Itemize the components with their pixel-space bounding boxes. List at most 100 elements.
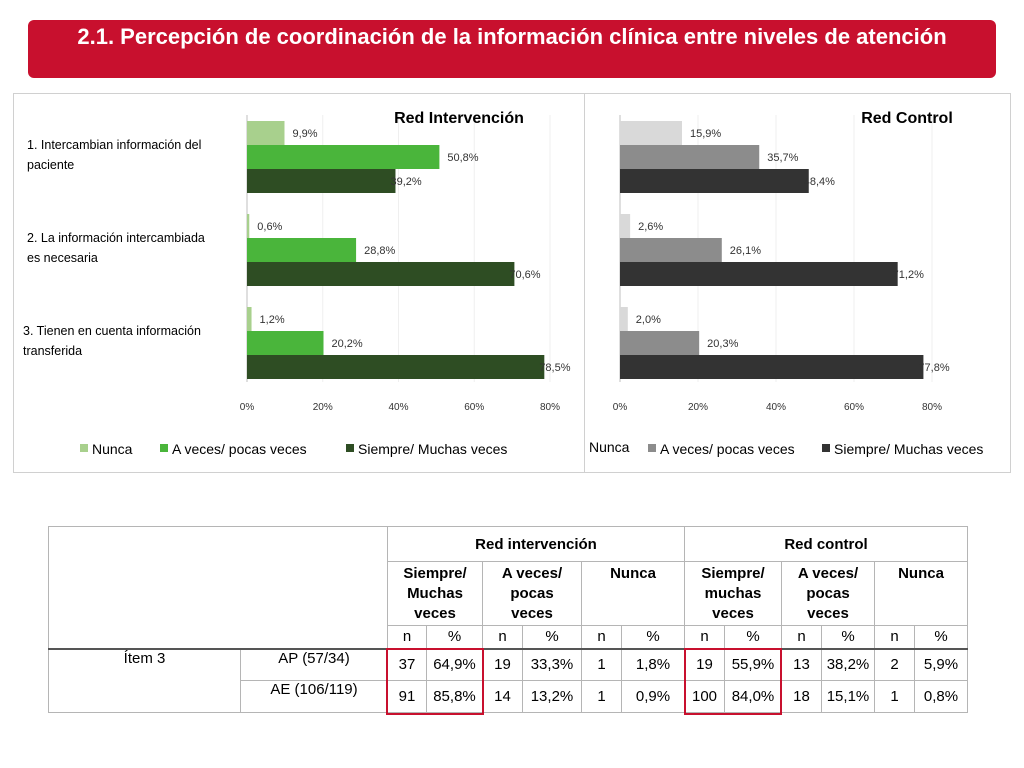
column-label: % — [426, 625, 483, 649]
results-table: Red intervención Red control Siempre/Muc… — [48, 526, 968, 713]
chart-title: Red Control — [861, 110, 953, 127]
row-label: AE (106/119) — [240, 680, 388, 713]
data-label: 0,6% — [257, 221, 282, 233]
column-subheader: A veces/pocas veces — [781, 561, 875, 626]
data-label: 9,9% — [292, 128, 317, 140]
x-tick-label: 40% — [388, 402, 408, 413]
column-label: n — [874, 625, 915, 649]
data-label: 1,2% — [260, 314, 285, 326]
data-label: 28,8% — [364, 245, 395, 257]
column-label: % — [621, 625, 685, 649]
column-label: % — [522, 625, 582, 649]
table-cell: 13 — [781, 647, 822, 681]
table-cell: 100 — [684, 680, 725, 713]
x-tick-label: 20% — [688, 402, 708, 413]
data-label: 77,8% — [918, 362, 949, 374]
table-cell: 15,1% — [821, 680, 875, 713]
highlight-box-intervencion — [386, 648, 484, 715]
bar — [620, 169, 809, 193]
table-cell: 5,9% — [914, 647, 968, 681]
bar — [247, 262, 515, 286]
bar — [247, 169, 396, 193]
table-cell: 0,8% — [914, 680, 968, 713]
x-tick-label: 0% — [613, 402, 628, 413]
legend-swatch — [160, 444, 168, 452]
table-cell: 85,8% — [426, 680, 483, 713]
table-cell: 55,9% — [724, 647, 782, 681]
bar — [247, 238, 357, 262]
data-label: 70,6% — [509, 269, 540, 281]
category-label: 2. La información intercambiada — [27, 231, 205, 245]
bar — [247, 355, 545, 379]
x-tick-label: 20% — [313, 402, 333, 413]
column-subheader: A veces/pocas veces — [482, 561, 582, 626]
data-label: 50,8% — [447, 152, 478, 164]
column-subheader: Nunca — [874, 561, 968, 626]
data-label: 71,2% — [893, 269, 924, 281]
column-subheader: Nunca — [581, 561, 685, 626]
charts-panel — [13, 93, 1011, 473]
legend-swatch — [648, 444, 656, 452]
x-tick-label: 60% — [844, 402, 864, 413]
bar — [620, 262, 898, 286]
bar — [247, 214, 250, 238]
legend-swatch — [346, 444, 354, 452]
table-cell: 33,3% — [522, 647, 582, 681]
table-cell: 38,2% — [821, 647, 875, 681]
group-header-intervencion: Red intervención — [387, 526, 685, 562]
column-label: n — [482, 625, 523, 649]
category-label: paciente — [27, 158, 74, 172]
data-label: 48,4% — [804, 176, 835, 188]
bar — [247, 331, 324, 355]
table-cell: 19 — [482, 647, 523, 681]
column-label: % — [914, 625, 968, 649]
data-label: 2,6% — [638, 221, 663, 233]
bar — [620, 145, 760, 169]
bar — [620, 331, 700, 355]
bar — [620, 355, 924, 379]
bar — [620, 214, 631, 238]
legend-label: Nunca — [92, 441, 133, 457]
x-tick-label: 0% — [240, 402, 255, 413]
bar — [620, 307, 628, 331]
bar-charts: 0% 20% 40% 60% 80% Red Intervención 9,9% 0,6% 1,… — [23, 110, 983, 457]
legend-label: A veces/ pocas veces — [660, 441, 795, 457]
table-cell: 14 — [482, 680, 523, 713]
x-tick-label: 80% — [540, 402, 560, 413]
table-cell: 1 — [874, 680, 915, 713]
category-label: transferida — [23, 344, 82, 358]
bar — [247, 145, 440, 169]
legend-swatch — [80, 444, 88, 452]
table-cell: 18 — [781, 680, 822, 713]
table-cell: 1 — [581, 680, 622, 713]
bar — [620, 121, 683, 145]
highlight-box-control — [684, 648, 782, 715]
data-label: 20,3% — [707, 338, 738, 350]
chart-title: Red Intervención — [394, 110, 524, 127]
legend-label: A veces/ pocas veces — [172, 441, 307, 457]
column-label: n — [387, 625, 427, 649]
table-cell: 1,8% — [621, 647, 685, 681]
legend-label: Siempre/ Muchas veces — [358, 441, 507, 457]
data-label: 2,0% — [636, 314, 661, 326]
data-label: 78,5% — [539, 362, 570, 374]
column-label: n — [684, 625, 725, 649]
bar — [247, 121, 285, 145]
column-label: n — [781, 625, 822, 649]
x-tick-label: 60% — [464, 402, 484, 413]
data-label: 35,7% — [767, 152, 798, 164]
category-label: 3. Tienen en cuenta información — [23, 324, 201, 338]
table-cell: 2 — [874, 647, 915, 681]
column-subheader: Siempre/muchas veces — [684, 561, 782, 626]
column-label: % — [724, 625, 782, 649]
data-label: 39,2% — [390, 176, 421, 188]
column-label: % — [821, 625, 875, 649]
column-subheader: Siempre/Muchas veces — [387, 561, 483, 626]
x-tick-label: 40% — [766, 402, 786, 413]
legend-swatch — [822, 444, 830, 452]
data-label: 20,2% — [332, 338, 363, 350]
x-tick-label: 80% — [922, 402, 942, 413]
group-header-control: Red control — [684, 526, 968, 562]
table-cell: 1 — [581, 647, 622, 681]
data-label: 26,1% — [730, 245, 761, 257]
